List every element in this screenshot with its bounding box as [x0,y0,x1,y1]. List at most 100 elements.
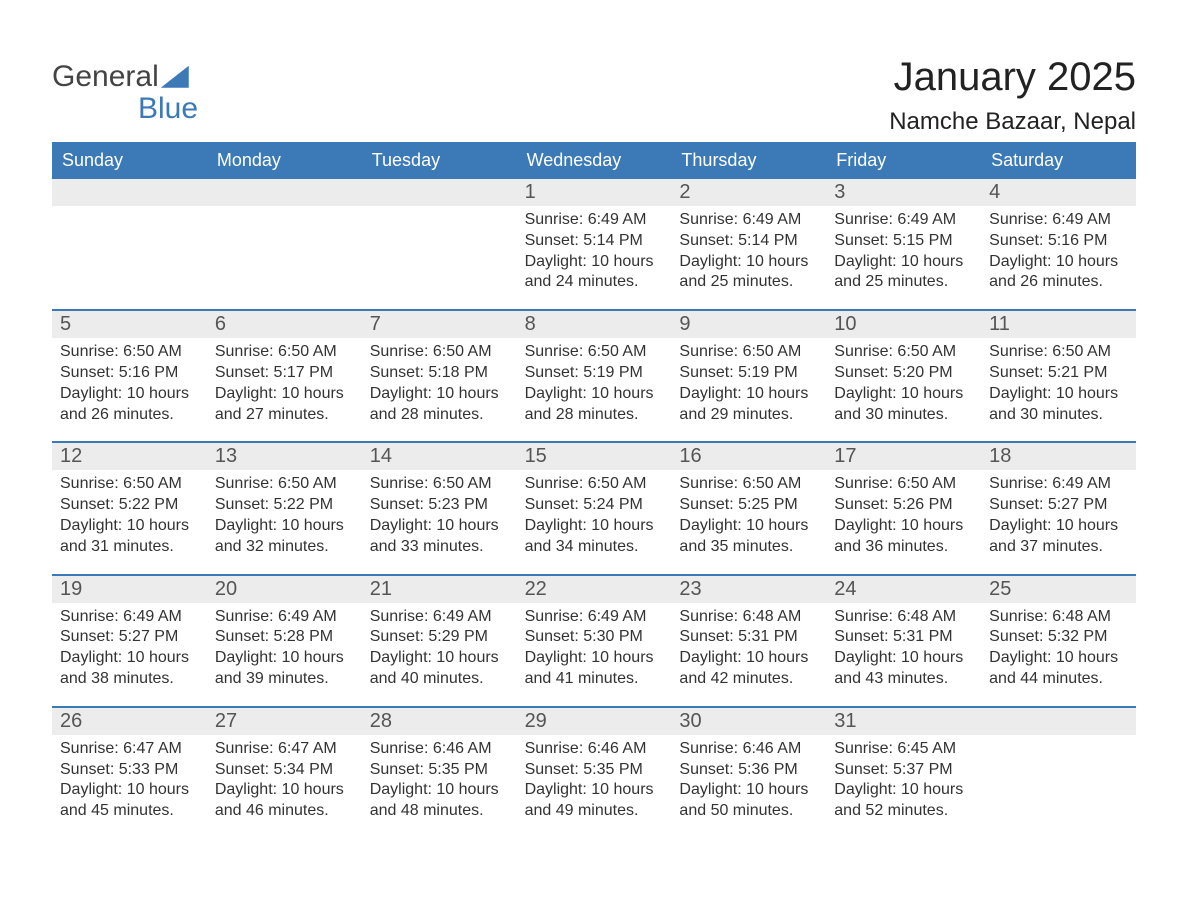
cell-sunset: Sunset: 5:22 PM [60,495,199,516]
cell-daylight1: Daylight: 10 hours [834,252,973,273]
cell-sunrise: Sunrise: 6:48 AM [679,607,818,628]
calendar-cell: 2Sunrise: 6:49 AMSunset: 5:14 PMDaylight… [671,177,826,309]
cell-body: Sunrise: 6:46 AMSunset: 5:35 PMDaylight:… [517,735,672,822]
day-number: 9 [671,311,826,338]
day-number: 26 [52,708,207,735]
cell-sunrise: Sunrise: 6:49 AM [989,474,1128,495]
title-block: January 2025 Namche Bazaar, Nepal [889,55,1136,136]
cell-sunset: Sunset: 5:16 PM [989,231,1128,252]
cell-sunset: Sunset: 5:34 PM [215,760,354,781]
day-number [362,179,517,206]
day-number: 19 [52,576,207,603]
day-number [207,179,362,206]
cell-sunset: Sunset: 5:23 PM [370,495,509,516]
calendar-grid: SundayMondayTuesdayWednesdayThursdayFrid… [52,142,1136,838]
cell-sunset: Sunset: 5:24 PM [525,495,664,516]
cell-daylight1: Daylight: 10 hours [525,252,664,273]
cell-sunrise: Sunrise: 6:50 AM [370,474,509,495]
cell-sunrise: Sunrise: 6:50 AM [834,474,973,495]
cell-sunrise: Sunrise: 6:50 AM [60,474,199,495]
day-number: 17 [826,443,981,470]
cell-sunrise: Sunrise: 6:50 AM [370,342,509,363]
cell-body: Sunrise: 6:49 AMSunset: 5:29 PMDaylight:… [362,603,517,690]
cell-body: Sunrise: 6:47 AMSunset: 5:34 PMDaylight:… [207,735,362,822]
cell-sunset: Sunset: 5:19 PM [525,363,664,384]
cell-daylight2: and 42 minutes. [679,669,818,690]
calendar-cell: 23Sunrise: 6:48 AMSunset: 5:31 PMDayligh… [671,574,826,706]
cell-daylight2: and 26 minutes. [60,405,199,426]
cell-daylight2: and 44 minutes. [989,669,1128,690]
cell-sunrise: Sunrise: 6:50 AM [679,342,818,363]
cell-sunrise: Sunrise: 6:46 AM [370,739,509,760]
cell-daylight1: Daylight: 10 hours [679,384,818,405]
cell-sunset: Sunset: 5:20 PM [834,363,973,384]
cell-sunrise: Sunrise: 6:48 AM [834,607,973,628]
cell-daylight2: and 45 minutes. [60,801,199,822]
cell-body: Sunrise: 6:46 AMSunset: 5:36 PMDaylight:… [671,735,826,822]
cell-daylight1: Daylight: 10 hours [525,516,664,537]
cell-daylight1: Daylight: 10 hours [60,648,199,669]
cell-sunset: Sunset: 5:16 PM [60,363,199,384]
day-number: 11 [981,311,1136,338]
day-header: Thursday [671,144,826,177]
day-header: Tuesday [362,144,517,177]
cell-body: Sunrise: 6:50 AMSunset: 5:16 PMDaylight:… [52,338,207,425]
calendar-cell: 12Sunrise: 6:50 AMSunset: 5:22 PMDayligh… [52,441,207,573]
cell-daylight2: and 36 minutes. [834,537,973,558]
cell-sunrise: Sunrise: 6:47 AM [215,739,354,760]
cell-daylight2: and 28 minutes. [525,405,664,426]
day-number: 5 [52,311,207,338]
day-number: 24 [826,576,981,603]
day-number: 28 [362,708,517,735]
cell-daylight1: Daylight: 10 hours [989,252,1128,273]
cell-body: Sunrise: 6:49 AMSunset: 5:30 PMDaylight:… [517,603,672,690]
cell-body: Sunrise: 6:50 AMSunset: 5:19 PMDaylight:… [671,338,826,425]
cell-sunset: Sunset: 5:19 PM [679,363,818,384]
cell-sunset: Sunset: 5:22 PM [215,495,354,516]
cell-daylight2: and 52 minutes. [834,801,973,822]
day-header: Friday [826,144,981,177]
cell-daylight1: Daylight: 10 hours [525,384,664,405]
cell-body: Sunrise: 6:49 AMSunset: 5:14 PMDaylight:… [517,206,672,293]
cell-sunset: Sunset: 5:37 PM [834,760,973,781]
day-number: 18 [981,443,1136,470]
cell-body: Sunrise: 6:50 AMSunset: 5:18 PMDaylight:… [362,338,517,425]
cell-daylight2: and 31 minutes. [60,537,199,558]
cell-body: Sunrise: 6:45 AMSunset: 5:37 PMDaylight:… [826,735,981,822]
cell-daylight1: Daylight: 10 hours [989,384,1128,405]
calendar-cell: 3Sunrise: 6:49 AMSunset: 5:15 PMDaylight… [826,177,981,309]
calendar-cell: 5Sunrise: 6:50 AMSunset: 5:16 PMDaylight… [52,309,207,441]
calendar-cell: 19Sunrise: 6:49 AMSunset: 5:27 PMDayligh… [52,574,207,706]
day-header: Wednesday [517,144,672,177]
calendar-cell [207,177,362,309]
cell-daylight1: Daylight: 10 hours [679,516,818,537]
day-number: 27 [207,708,362,735]
cell-daylight1: Daylight: 10 hours [989,516,1128,537]
cell-daylight1: Daylight: 10 hours [215,780,354,801]
calendar-cell: 26Sunrise: 6:47 AMSunset: 5:33 PMDayligh… [52,706,207,838]
cell-daylight2: and 32 minutes. [215,537,354,558]
cell-sunrise: Sunrise: 6:50 AM [525,342,664,363]
cell-body: Sunrise: 6:50 AMSunset: 5:22 PMDaylight:… [207,470,362,557]
calendar-cell: 20Sunrise: 6:49 AMSunset: 5:28 PMDayligh… [207,574,362,706]
calendar-cell: 17Sunrise: 6:50 AMSunset: 5:26 PMDayligh… [826,441,981,573]
cell-sunrise: Sunrise: 6:45 AM [834,739,973,760]
cell-daylight2: and 30 minutes. [989,405,1128,426]
calendar-cell: 14Sunrise: 6:50 AMSunset: 5:23 PMDayligh… [362,441,517,573]
cell-body: Sunrise: 6:46 AMSunset: 5:35 PMDaylight:… [362,735,517,822]
cell-daylight2: and 48 minutes. [370,801,509,822]
cell-daylight2: and 50 minutes. [679,801,818,822]
cell-daylight1: Daylight: 10 hours [60,384,199,405]
day-number: 2 [671,179,826,206]
calendar-cell: 8Sunrise: 6:50 AMSunset: 5:19 PMDaylight… [517,309,672,441]
cell-daylight2: and 29 minutes. [679,405,818,426]
cell-sunset: Sunset: 5:17 PM [215,363,354,384]
cell-daylight2: and 37 minutes. [989,537,1128,558]
cell-daylight1: Daylight: 10 hours [60,516,199,537]
cell-daylight2: and 24 minutes. [525,272,664,293]
cell-sunset: Sunset: 5:33 PM [60,760,199,781]
calendar-cell: 29Sunrise: 6:46 AMSunset: 5:35 PMDayligh… [517,706,672,838]
cell-sunrise: Sunrise: 6:49 AM [60,607,199,628]
cell-sunrise: Sunrise: 6:50 AM [834,342,973,363]
calendar-cell: 9Sunrise: 6:50 AMSunset: 5:19 PMDaylight… [671,309,826,441]
